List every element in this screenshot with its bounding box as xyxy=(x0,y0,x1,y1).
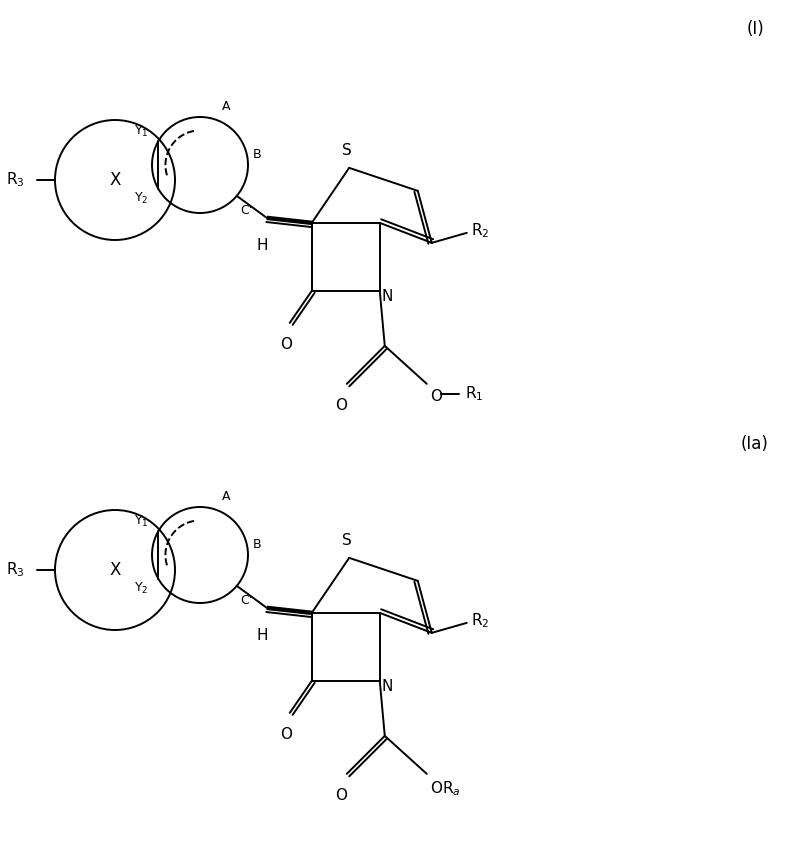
Text: C': C' xyxy=(239,204,252,217)
Text: X: X xyxy=(109,561,121,579)
Text: O: O xyxy=(280,727,292,742)
Text: R$_2$: R$_2$ xyxy=(471,612,489,631)
Text: B: B xyxy=(252,538,261,551)
Text: H: H xyxy=(256,628,267,643)
Text: (Ia): (Ia) xyxy=(741,435,769,453)
Text: R$_1$: R$_1$ xyxy=(465,384,483,403)
Text: B: B xyxy=(252,148,261,161)
Text: R$_3$: R$_3$ xyxy=(6,171,25,190)
Text: Y$_2$: Y$_2$ xyxy=(134,581,148,596)
Text: N: N xyxy=(381,679,393,694)
Text: O: O xyxy=(430,389,442,404)
Text: O: O xyxy=(335,788,347,803)
Text: N: N xyxy=(381,289,393,304)
Text: O: O xyxy=(280,337,292,352)
Text: (I): (I) xyxy=(746,20,764,38)
Text: S: S xyxy=(343,533,352,548)
Text: A: A xyxy=(222,491,231,504)
Text: O: O xyxy=(335,398,347,413)
Text: Y$_1$: Y$_1$ xyxy=(134,124,148,139)
Text: H: H xyxy=(256,238,267,253)
Text: R$_2$: R$_2$ xyxy=(471,221,489,240)
Text: S: S xyxy=(343,142,352,158)
Text: A: A xyxy=(222,100,231,113)
Text: R$_3$: R$_3$ xyxy=(6,560,25,579)
Text: Y$_2$: Y$_2$ xyxy=(134,191,148,206)
Text: X: X xyxy=(109,171,121,189)
Text: OR$_a$: OR$_a$ xyxy=(430,779,461,798)
Text: Y$_1$: Y$_1$ xyxy=(134,514,148,529)
Text: C': C' xyxy=(239,594,252,607)
